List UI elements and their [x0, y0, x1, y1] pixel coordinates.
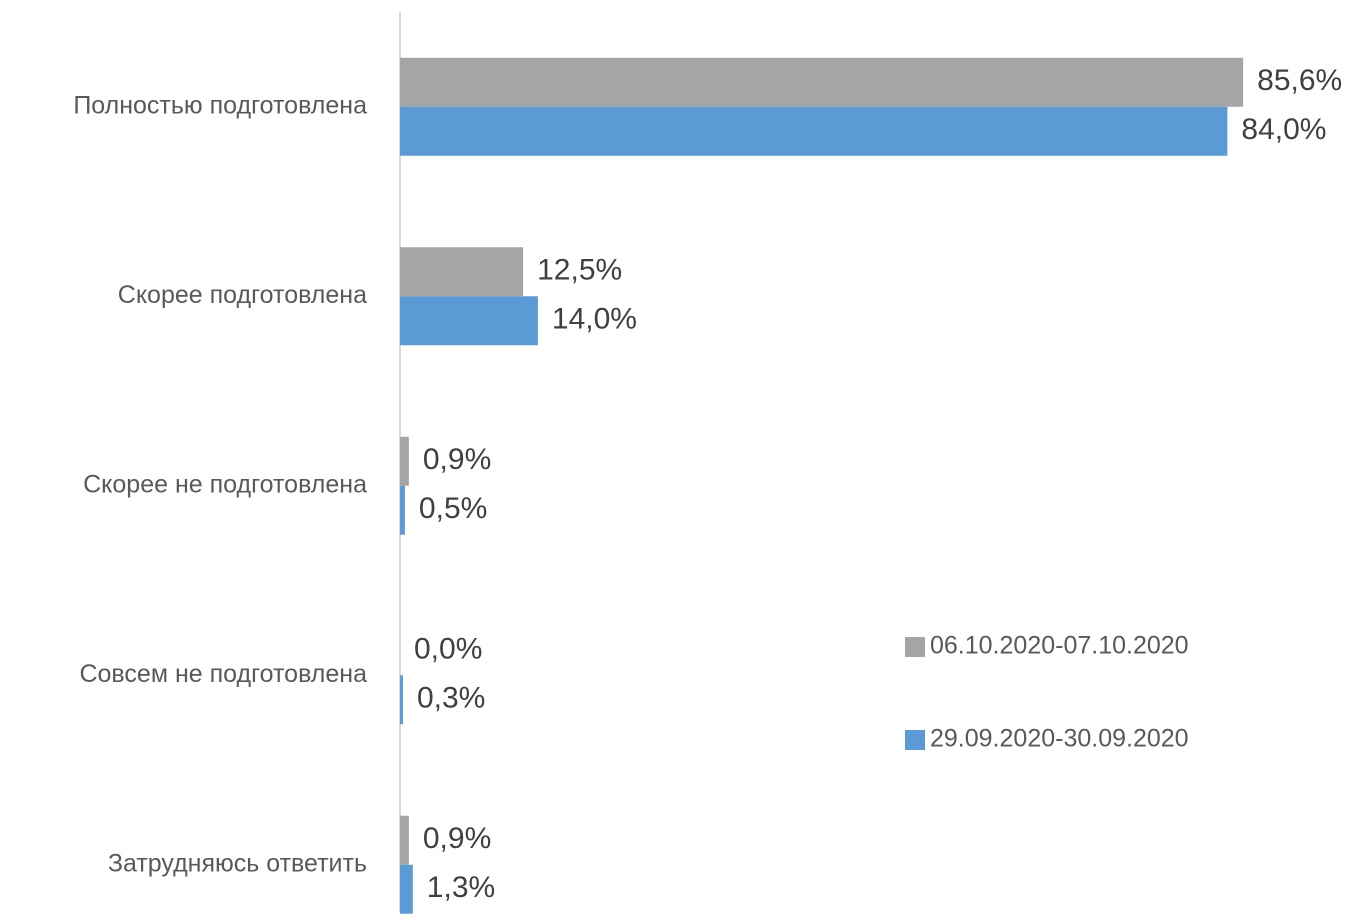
- bar: [400, 864, 413, 914]
- value-label: 0,3%: [417, 682, 485, 715]
- bar: [400, 436, 409, 486]
- value-label: 85,6%: [1257, 64, 1342, 97]
- category-label: Полностью подготовлена: [73, 91, 367, 119]
- value-label: 0,9%: [423, 822, 491, 855]
- bar: [400, 57, 1244, 107]
- bar: [400, 815, 409, 865]
- value-label: 84,0%: [1241, 113, 1326, 146]
- value-label: 14,0%: [552, 303, 637, 336]
- legend-label: 29.09.2020-30.09.2020: [930, 725, 1189, 753]
- category-label: Скорее не подготовлена: [83, 470, 367, 498]
- bar: [400, 247, 524, 297]
- legend-label: 06.10.2020-07.10.2020: [930, 632, 1189, 660]
- category-label: Скорее подготовлена: [118, 281, 367, 309]
- category-label: Затрудняюсь ответить: [108, 849, 367, 877]
- bar: [400, 675, 403, 725]
- bar: [400, 106, 1228, 156]
- bar: [400, 296, 538, 346]
- legend-swatch: [905, 730, 925, 750]
- value-label: 12,5%: [537, 254, 622, 287]
- legend-swatch: [905, 637, 925, 657]
- value-label: 1,3%: [427, 871, 495, 904]
- value-label: 0,5%: [419, 492, 487, 525]
- category-label: Совсем не подготовлена: [79, 660, 367, 688]
- value-label: 0,9%: [423, 443, 491, 476]
- bar: [400, 485, 405, 535]
- value-label: 0,0%: [414, 633, 482, 666]
